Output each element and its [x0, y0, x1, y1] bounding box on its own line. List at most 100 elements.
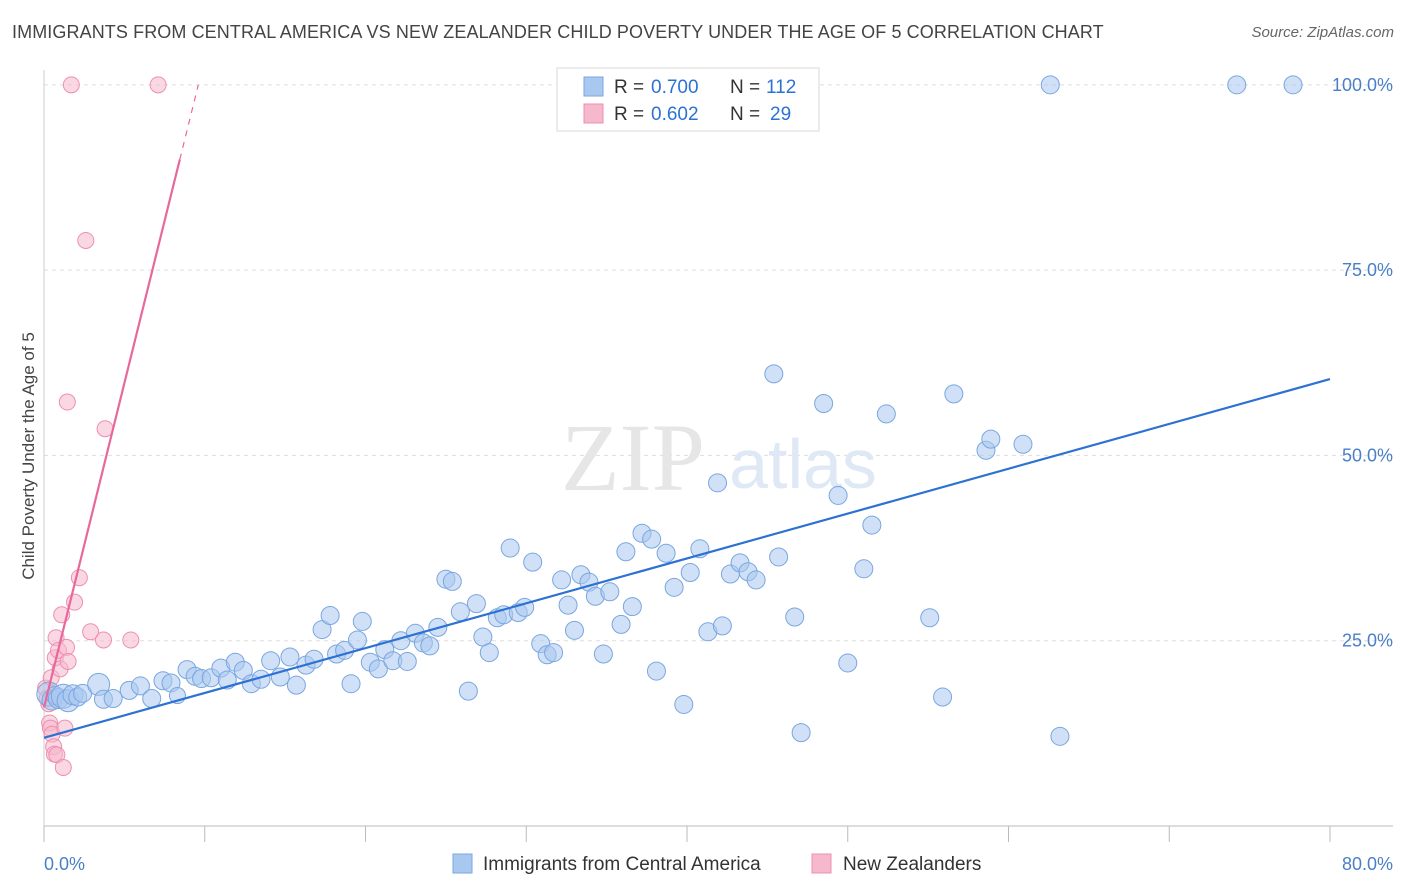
pink-point-27 — [122, 631, 140, 649]
blue-point-38 — [341, 674, 361, 694]
blue-point-42 — [368, 659, 388, 679]
blue-point-39 — [347, 630, 367, 650]
blue-point-105 — [944, 384, 964, 404]
blue-point-28 — [261, 651, 281, 671]
blue-point-98 — [828, 485, 848, 505]
blue-point-82 — [664, 577, 684, 597]
blue-point-53 — [450, 602, 470, 622]
blue-point-93 — [764, 364, 784, 384]
legend-r-value-blue: 0.700 — [651, 77, 699, 98]
blue-point-92 — [746, 570, 766, 590]
blue-point-102 — [876, 404, 896, 424]
legend-n-value-pink: 29 — [770, 104, 791, 125]
blue-point-76 — [616, 542, 636, 562]
bottom-legend-swatch-blue — [452, 853, 473, 874]
bottom-legend-label-pink: New Zealanders — [843, 854, 981, 875]
blue-point-11 — [103, 689, 123, 709]
legend-r-value-pink: 0.602 — [651, 104, 699, 125]
pink-point-25 — [94, 631, 112, 649]
blue-point-46 — [397, 651, 417, 671]
blue-point-57 — [479, 643, 499, 663]
x-tick-label-max: 80.0% — [1342, 854, 1393, 874]
blue-point-111 — [1227, 75, 1247, 95]
pink-point-23 — [77, 231, 95, 249]
watermark-atlas: atlas — [729, 425, 877, 503]
blue-point-97 — [814, 394, 834, 414]
pink-point-20 — [62, 76, 80, 94]
legend-n-value-blue: 112 — [766, 77, 796, 98]
blue-point-95 — [785, 607, 805, 627]
legend-r-label-pink: R = — [614, 104, 644, 125]
pink-point-18 — [58, 393, 76, 411]
pink-point-19 — [59, 652, 77, 670]
x-tick-label-min: 0.0% — [44, 854, 85, 874]
blue-point-13 — [130, 676, 150, 696]
blue-point-100 — [854, 559, 874, 579]
legend-n-label-blue: N = — [730, 77, 760, 98]
blue-point-14 — [142, 689, 162, 709]
watermark: ZIP atlas — [561, 404, 877, 511]
blue-point-109 — [1040, 75, 1060, 95]
blue-point-110 — [1050, 726, 1070, 746]
blue-point-54 — [458, 681, 478, 701]
pink-point-28 — [149, 76, 167, 94]
blue-point-52 — [442, 571, 462, 591]
y-tick-label-50: 50.0% — [1342, 445, 1393, 465]
blue-point-108 — [1013, 434, 1033, 454]
blue-point-69 — [564, 620, 584, 640]
blue-point-40 — [352, 611, 372, 631]
legend-n-label-pink: N = — [730, 104, 760, 125]
blue-point-68 — [558, 595, 578, 615]
trendline-blue — [43, 378, 1331, 739]
blue-point-80 — [646, 661, 666, 681]
legend-r-label-blue: R = — [614, 77, 644, 98]
bottom-legend: Immigrants from Central America New Zeal… — [452, 853, 981, 875]
y-tick-label-25: 25.0% — [1342, 631, 1393, 651]
pink-point-15 — [54, 758, 72, 776]
blue-point-66 — [544, 643, 564, 663]
blue-point-99 — [838, 653, 858, 673]
blue-point-35 — [320, 606, 340, 626]
legend-swatch-pink — [583, 103, 604, 124]
legend-swatch-blue — [583, 76, 604, 97]
blue-point-60 — [500, 538, 520, 558]
blue-point-33 — [304, 649, 324, 669]
blue-point-88 — [712, 616, 732, 636]
blue-point-81 — [656, 543, 676, 563]
trendlines — [42, 84, 1331, 739]
blue-point-84 — [680, 563, 700, 583]
blue-point-104 — [933, 687, 953, 707]
blue-point-63 — [523, 552, 543, 572]
blue-point-94 — [769, 547, 789, 567]
pink-point-24 — [82, 623, 100, 641]
gridlines — [44, 84, 1393, 642]
series-immigrants-central-america — [36, 75, 1303, 746]
bottom-legend-swatch-pink — [811, 853, 832, 874]
blue-point-67 — [552, 570, 572, 590]
blue-point-103 — [920, 608, 940, 628]
stats-legend: R = 0.700 N = 112 R = 0.602 N = 29 — [556, 67, 820, 132]
y-tick-label-100: 100.0% — [1332, 75, 1393, 95]
blue-point-107 — [981, 429, 1001, 449]
blue-point-34 — [312, 620, 332, 640]
trendline-pink — [42, 159, 181, 708]
blue-point-73 — [593, 644, 613, 664]
blue-point-101 — [862, 515, 882, 535]
blue-point-49 — [420, 636, 440, 656]
blue-point-83 — [674, 694, 694, 714]
blue-point-74 — [600, 582, 620, 602]
watermark-zip: ZIP — [561, 404, 705, 511]
blue-point-87 — [708, 473, 728, 493]
trendline-pink-dashed — [179, 84, 199, 160]
series-new-zealanders — [37, 76, 167, 776]
y-axis-label: Child Poverty Under the Age of 5 — [19, 332, 38, 580]
blue-point-96 — [791, 723, 811, 743]
blue-point-30 — [280, 647, 300, 667]
blue-point-31 — [286, 675, 306, 695]
blue-point-77 — [622, 597, 642, 617]
blue-point-75 — [611, 614, 631, 634]
blue-point-55 — [466, 594, 486, 614]
source-credit: Source: ZipAtlas.com — [1251, 24, 1394, 41]
y-tick-labels: 25.0% 50.0% 75.0% 100.0% — [1332, 75, 1393, 651]
